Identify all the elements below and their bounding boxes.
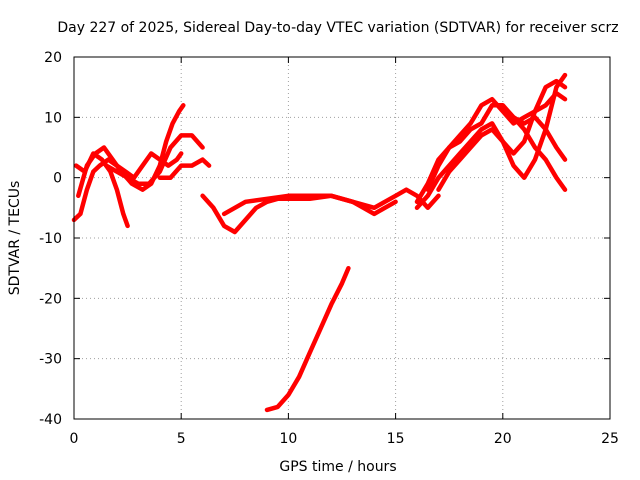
x-axis-label: GPS time / hours	[279, 459, 396, 475]
y-tick-label: -10	[39, 231, 62, 247]
y-tick-label: -30	[39, 352, 62, 368]
series-line-arc-7	[221, 187, 441, 217]
x-tick-label: 10	[279, 431, 297, 447]
series-line-arc-6	[200, 193, 398, 235]
series-line-arc-13	[511, 115, 568, 192]
x-tick-label: 0	[70, 431, 79, 447]
y-tick-label: 20	[44, 50, 62, 66]
y-tick-label: 10	[44, 110, 62, 126]
series-line-arc-11	[414, 72, 568, 211]
y-tick-label: -20	[39, 291, 62, 307]
x-tick-label: 20	[494, 431, 512, 447]
series-line-arc-5	[157, 157, 212, 180]
grid-layer	[74, 57, 610, 419]
x-tick-label: 5	[177, 431, 186, 447]
y-axis-label: SDTVAR / TECUs	[7, 181, 23, 296]
series-line-arc-10	[425, 90, 568, 192]
x-tick-label: 25	[601, 431, 619, 447]
series-line-arc-12	[436, 78, 568, 192]
y-tick-label: -40	[39, 412, 62, 428]
series-line-arc-4	[103, 133, 205, 186]
series-layer	[71, 72, 568, 413]
series-line-arc-8	[264, 265, 351, 413]
series-line-arc-9	[414, 103, 527, 205]
x-tick-label: 15	[387, 431, 405, 447]
chart-title: Day 227 of 2025, Sidereal Day-to-day VTE…	[57, 20, 618, 36]
y-tick-label: 0	[53, 171, 62, 187]
series-line-arc-3	[76, 103, 186, 199]
series-line-arc-14	[521, 115, 568, 162]
tick-layer: 0 5 10 15 20 25 20 10 0 -10 -20 -30 -40	[39, 50, 619, 447]
